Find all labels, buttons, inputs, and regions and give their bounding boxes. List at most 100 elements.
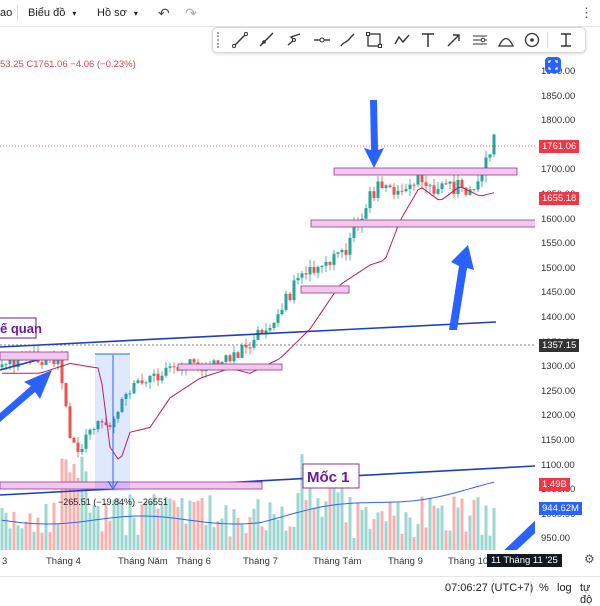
- candle-body: [144, 382, 148, 384]
- moc-label-text[interactable]: Mốc 1: [307, 469, 350, 486]
- trend-line-lower[interactable]: [0, 465, 535, 496]
- resistance-zone-rect[interactable]: [333, 167, 518, 176]
- trend-line-upper[interactable]: [0, 321, 497, 348]
- toolbar-partial-item[interactable]: ao: [0, 7, 13, 19]
- ray-tool-icon[interactable]: [257, 31, 275, 49]
- time-tick: Tháng 9: [388, 556, 423, 567]
- candle-body: [172, 366, 176, 368]
- volume-bar: [124, 535, 128, 550]
- clock-time[interactable]: 07:06:27 (UTC+7): [445, 582, 534, 594]
- candle-body: [396, 190, 400, 195]
- zone-rect-left[interactable]: [0, 351, 69, 361]
- candle-body: [472, 189, 476, 191]
- line-tool-icon[interactable]: [231, 31, 249, 49]
- volume-bar: [16, 525, 20, 550]
- candle-body: [340, 249, 344, 253]
- auto-toggle[interactable]: tự độ: [580, 582, 593, 606]
- volume-bar: [444, 530, 448, 550]
- price-tick: 1400.00: [541, 312, 576, 323]
- bottom-bar: 07:06:27 (UTC+7) % log tự độ: [0, 576, 600, 606]
- volume-bar: [88, 512, 92, 550]
- volume-bar: [368, 528, 372, 550]
- volume-bar: [176, 507, 180, 550]
- arrow-tool-icon[interactable]: [445, 31, 463, 49]
- settings-gear-icon[interactable]: ⚙: [584, 552, 595, 566]
- volume-bar: [480, 534, 484, 550]
- rectangle-icon[interactable]: [365, 31, 383, 49]
- volume-bar: [200, 497, 204, 550]
- horizontal-level-label: 1357.15: [539, 339, 580, 352]
- left-label-text[interactable]: ế quan: [0, 321, 42, 336]
- trend-tool-icon[interactable]: [285, 31, 303, 49]
- volume-bar: [248, 517, 252, 550]
- candle-body: [368, 191, 372, 209]
- candle-body: [52, 357, 56, 365]
- candle-body: [192, 359, 196, 363]
- candle-body: [4, 364, 8, 366]
- drawing-toolbar: [212, 27, 586, 53]
- volume-bar: [136, 534, 140, 550]
- candle-body: [300, 273, 304, 278]
- redo-icon[interactable]: ↷: [185, 5, 197, 21]
- volume-bar: [268, 502, 272, 550]
- circle-icon[interactable]: [523, 31, 541, 49]
- candle-body: [424, 182, 428, 187]
- collapse-icon[interactable]: [557, 31, 575, 49]
- price-tick: 1800.00: [541, 115, 576, 127]
- volume-bar: [408, 517, 412, 550]
- price-tick: 1100.00: [541, 459, 575, 471]
- drag-handle[interactable]: [217, 32, 222, 48]
- profile-menu[interactable]: Hồ sơ ▾: [97, 4, 138, 22]
- volume-bar: [260, 526, 264, 550]
- candle-body: [464, 187, 468, 195]
- price-scale[interactable]: 1900.001850.001800.001750.001700.001650.…: [535, 56, 600, 576]
- undo-icon[interactable]: ↶: [158, 5, 170, 21]
- time-tick: Tháng Năm: [118, 556, 168, 567]
- brush-icon[interactable]: [339, 31, 357, 49]
- volume-bar: [72, 463, 76, 550]
- zone-rect-june[interactable]: [177, 363, 283, 371]
- chart-type-menu[interactable]: Biểu đồ ▾: [28, 4, 76, 22]
- percent-toggle[interactable]: %: [539, 582, 549, 594]
- volume-bar: [60, 458, 64, 550]
- support-zone-rect[interactable]: [310, 219, 535, 228]
- candle-body: [240, 344, 244, 358]
- candle-body: [8, 358, 12, 365]
- volume-bar: [236, 518, 240, 550]
- volume-bar: [372, 519, 376, 550]
- candle-body: [452, 181, 456, 195]
- candle-body: [260, 329, 264, 334]
- price-tick: 1200.00: [541, 410, 576, 422]
- horizontal-line-icon[interactable]: [313, 31, 331, 49]
- volume-bar: [112, 499, 116, 550]
- time-axis[interactable]: 3 Tháng 4 Tháng Năm Tháng 6 Tháng 7 Thán…: [0, 550, 562, 570]
- volume-bar: [12, 511, 16, 550]
- volume-bar: [448, 530, 452, 550]
- candle-body: [284, 293, 288, 310]
- auto-scale-button[interactable]: [545, 57, 561, 73]
- candle-body: [352, 223, 356, 238]
- more-menu-icon[interactable]: ⋮: [580, 5, 593, 20]
- price-tick: 1150.00: [541, 435, 575, 446]
- candle-body: [212, 360, 216, 365]
- text-tool-icon[interactable]: [419, 31, 437, 49]
- log-toggle[interactable]: log: [557, 582, 572, 594]
- candle-body: [104, 422, 108, 426]
- volume-bar: [4, 512, 8, 550]
- path-icon[interactable]: [393, 31, 411, 49]
- price-tick: 1850.00: [541, 90, 576, 102]
- profile-label: Hồ sơ: [97, 7, 127, 19]
- candle-body: [448, 181, 452, 184]
- candlestick-chart[interactable]: ế quan Mốc 1 −265.51 (−19.84%) −26551: [0, 56, 535, 550]
- volume-label: 1.49B: [539, 478, 570, 491]
- zone-rect-july[interactable]: [300, 285, 350, 294]
- volume-bar: [116, 498, 120, 550]
- volume-bar: [388, 501, 392, 550]
- zone-rect-bottom[interactable]: [0, 481, 263, 490]
- volume-bar: [144, 501, 148, 550]
- arc-icon[interactable]: [497, 31, 515, 49]
- candle-body: [140, 380, 144, 384]
- volume-bar: [244, 533, 248, 550]
- bottom-right-arrow-marker: [504, 520, 535, 550]
- fib-icon[interactable]: [471, 31, 489, 49]
